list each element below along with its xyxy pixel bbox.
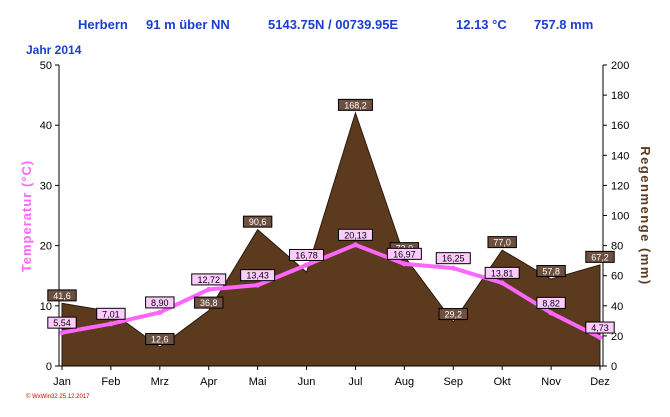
precipitation-value-label: 12,6 (151, 335, 169, 345)
precipitation-value-label-box (438, 308, 468, 321)
station-coordinates: 5143.75N / 00739.95E (268, 17, 399, 32)
temperature-value-label: 7,01 (102, 309, 120, 319)
station-elevation: 91 m über NN (146, 17, 230, 32)
precipitation-value-label-box (337, 98, 373, 111)
x-tick-label: Dez (590, 376, 610, 388)
temperature-value-label-box (240, 269, 276, 282)
temperature-value-label-box (191, 273, 227, 286)
x-tick-label: Aug (395, 376, 415, 388)
temperature-point (255, 282, 261, 288)
temperature-point (450, 265, 456, 271)
temperature-point (352, 242, 358, 248)
temperature-point (108, 321, 114, 327)
y-tick-label: 30 (40, 180, 52, 192)
y2-tick-label: 160 (611, 120, 629, 132)
precipitation-value-label-box (145, 333, 175, 346)
x-tick-label: Okt (494, 376, 511, 388)
y2-tick-label: 100 (611, 211, 629, 223)
y2-tick-label: 0 (611, 361, 617, 373)
precipitation-value-label: 90,6 (249, 217, 267, 227)
temperature-point (401, 261, 407, 267)
temperature-value-label-box (289, 248, 325, 261)
temperature-point (304, 262, 310, 268)
y2-tick-label: 140 (611, 150, 629, 162)
mean-temperature: 12.13 °C (456, 17, 507, 32)
precipitation-value-label: 168,2 (344, 100, 367, 110)
precipitation-value-label: 67,2 (591, 252, 609, 262)
axes-layer: 0 10 20 30 40 50 0 20 40 60 80 100 120 140 160 180 200 Ja… (40, 60, 630, 388)
software-credit: © WxWin32 25.12.2017 (26, 394, 90, 400)
temperature-point (59, 330, 65, 336)
precipitation-layer (61, 111, 601, 367)
temperature-point (597, 335, 603, 341)
precipitation-value-label-box (194, 296, 224, 309)
x-tick-label: Jan (53, 376, 71, 388)
y2-tick-label: 180 (611, 90, 629, 102)
temperature-value-label-box (337, 228, 373, 241)
y2-tick-label: 120 (611, 180, 629, 192)
temperature-value-label: 16,25 (442, 254, 465, 264)
temperature-value-label: 13,43 (246, 271, 269, 281)
x-tick-label: Feb (101, 376, 120, 388)
precipitation-value-label: 36,8 (200, 298, 218, 308)
y2-tick-label: 80 (611, 241, 623, 253)
x-tick-label: Jun (298, 376, 316, 388)
temperature-value-label-box (585, 321, 615, 334)
year-label: Jahr 2014 (26, 43, 82, 57)
x-tick-label: Mai (249, 376, 267, 388)
y2-tick-label: 200 (611, 60, 629, 72)
temperature-value-label: 16,97 (393, 249, 416, 259)
precipitation-total: 757.8 mm (534, 17, 594, 32)
precipitation-value-label: 57,8 (542, 267, 560, 277)
precipitation-value-label-box (585, 250, 615, 263)
y2-tick-label: 40 (611, 301, 623, 313)
temperature-value-label-box (386, 247, 422, 260)
temperature-value-label: 8,82 (542, 298, 560, 308)
temperature-value-label: 20,13 (344, 230, 367, 240)
temperature-value-label: 5,54 (53, 318, 71, 328)
temperature-value-label-box (536, 296, 566, 309)
precipitation-value-label-box (487, 236, 517, 249)
temperature-point (548, 310, 554, 316)
station-name: Herbern (78, 17, 128, 32)
temperature-value-label: 8,90 (151, 298, 169, 308)
temperature-line (60, 242, 602, 340)
temperature-point (157, 309, 163, 315)
x-tick-label: Nov (541, 376, 561, 388)
y-tick-label: 0 (46, 361, 52, 373)
temperature-value-label: 16,78 (295, 250, 318, 260)
temperature-value-label-box (145, 296, 175, 309)
temperature-value-label: 4,73 (591, 323, 609, 333)
precipitation-area (61, 111, 601, 367)
precipitation-value-label: 29,2 (445, 310, 463, 320)
data-labels-layer: 41,612,636,890,6168,273,029,277,057,867,… (47, 98, 615, 346)
temperature-point (499, 280, 505, 286)
precipitation-value-label: 77,0 (493, 238, 511, 248)
y2-axis-title: Regenmenge (mm) (638, 146, 653, 286)
y2-tick-label: 60 (611, 271, 623, 283)
precipitation-value-label-box (242, 215, 273, 228)
temperature-value-label-box (47, 316, 77, 329)
precipitation-value-label-box (47, 289, 77, 302)
temperature-value-label-box (435, 252, 471, 265)
precipitation-value-label: 41,6 (53, 291, 71, 301)
precipitation-value-label-box (536, 265, 566, 278)
y-tick-label: 20 (40, 241, 52, 253)
temperature-point (206, 286, 212, 292)
x-tick-label: Mrz (151, 376, 169, 388)
x-tick-label: Apr (200, 376, 217, 388)
x-tick-label: Jul (348, 376, 362, 388)
y-tick-label: 50 (40, 60, 52, 72)
y-axis-title: Temperatur (°C) (19, 160, 34, 272)
y2-tick-label: 20 (611, 331, 623, 343)
x-tick-label: Sep (443, 376, 463, 388)
temperature-value-label-box (96, 307, 126, 320)
y-tick-label: 10 (40, 301, 52, 313)
temperature-value-label: 12,72 (197, 275, 220, 285)
temperature-value-label: 13,81 (491, 268, 514, 278)
temperature-layer (59, 242, 603, 341)
temperature-value-label-box (484, 266, 520, 279)
y-tick-label: 40 (40, 120, 52, 132)
